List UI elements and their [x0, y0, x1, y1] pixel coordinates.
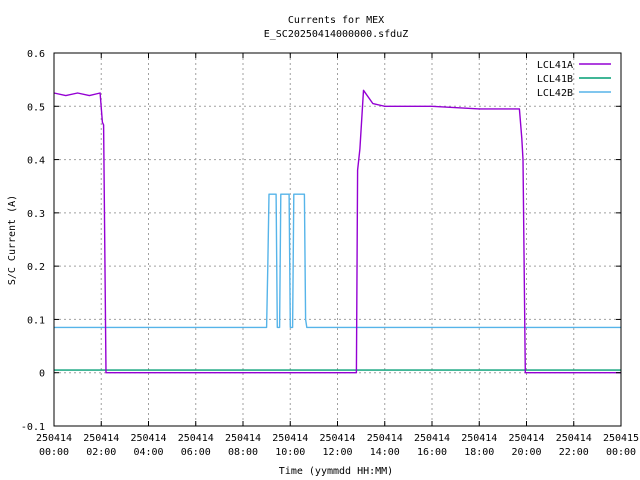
grid — [54, 53, 621, 426]
y-tick-label: 0.2 — [27, 262, 45, 273]
x-tick-label-time: 14:00 — [370, 447, 400, 458]
x-tick-label-date: 250414 — [272, 433, 308, 444]
x-tick-label-time: 02:00 — [86, 447, 116, 458]
x-tick-label-time: 06:00 — [181, 447, 211, 458]
x-tick-label-time: 22:00 — [559, 447, 589, 458]
legend-label-lcl41a: LCL41A — [537, 60, 573, 71]
x-tick-label-time: 00:00 — [606, 447, 636, 458]
y-tick-label: 0.5 — [27, 102, 45, 113]
x-tick-label-date: 250414 — [83, 433, 119, 444]
x-tick-label-time: 20:00 — [511, 447, 541, 458]
x-tick-label-date: 250414 — [508, 433, 544, 444]
x-tick-label-time: 00:00 — [39, 447, 69, 458]
x-tick-label-time: 18:00 — [464, 447, 494, 458]
series-line-lcl42b — [54, 193, 621, 329]
x-tick-label-date: 250414 — [36, 433, 72, 444]
y-axis-label: S/C Current (A) — [7, 195, 18, 285]
x-tick-label-date: 250414 — [461, 433, 497, 444]
series-layer — [53, 89, 621, 374]
x-axis-label: Time (yymmdd HH:MM) — [279, 466, 393, 477]
y-tick-label: -0.1 — [21, 422, 45, 433]
x-tick-label-date: 250414 — [556, 433, 592, 444]
x-tick-label-date: 250414 — [130, 433, 166, 444]
legend-label-lcl41b: LCL41B — [537, 74, 573, 85]
tick-labels: 250414 00:00 250414 02:00 250414 04:00 250414 0… — [21, 49, 639, 458]
x-tick-label-date: 250414 — [178, 433, 214, 444]
x-tick-label-date: 250415 — [603, 433, 639, 444]
ticks — [53, 52, 622, 427]
x-tick-label-date: 250414 — [367, 433, 403, 444]
legend: LCL41A LCL41B LCL42B — [537, 60, 611, 99]
x-tick-label-time: 12:00 — [322, 447, 352, 458]
series-line-lcl41a — [53, 89, 621, 374]
legend-label-lcl42b: LCL42B — [537, 88, 573, 99]
x-tick-label-date: 250414 — [225, 433, 261, 444]
y-tick-label: 0.4 — [27, 156, 45, 167]
x-tick-label-time: 16:00 — [417, 447, 447, 458]
y-tick-label: 0.1 — [27, 315, 45, 326]
chart-title: Currents for MEX — [288, 15, 384, 26]
x-tick-label-time: 10:00 — [275, 447, 305, 458]
y-tick-label: 0 — [39, 369, 45, 380]
chart-subtitle: E_SC20250414000000.sfduZ — [264, 29, 409, 40]
x-tick-label-time: 04:00 — [133, 447, 163, 458]
y-tick-label: 0.6 — [27, 49, 45, 60]
y-tick-label: 0.3 — [27, 209, 45, 220]
x-tick-label-time: 08:00 — [228, 447, 258, 458]
x-tick-label-date: 250414 — [319, 433, 355, 444]
x-tick-label-date: 250414 — [414, 433, 450, 444]
